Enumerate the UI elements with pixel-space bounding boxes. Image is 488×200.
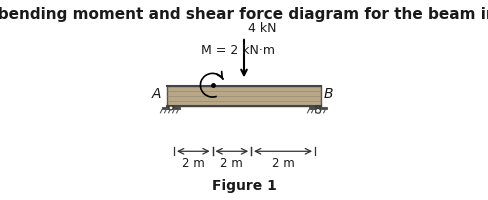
Bar [167, 86, 321, 106]
Polygon shape [314, 106, 323, 108]
Text: 2 m: 2 m [221, 157, 243, 170]
Polygon shape [166, 106, 176, 108]
Circle shape [169, 106, 173, 110]
Text: 2 m: 2 m [182, 157, 204, 170]
Text: Figure 1: Figure 1 [212, 179, 276, 193]
Text: 4 kN: 4 kN [248, 22, 277, 35]
Text: A: A [152, 87, 161, 101]
Text: 2 m: 2 m [272, 157, 294, 170]
Text: Draw the bending moment and shear force diagram for the beam in figure 1.: Draw the bending moment and shear force … [0, 7, 488, 22]
Circle shape [316, 108, 321, 113]
Text: M = 2 kN·m: M = 2 kN·m [202, 44, 275, 57]
Text: B: B [324, 87, 334, 101]
